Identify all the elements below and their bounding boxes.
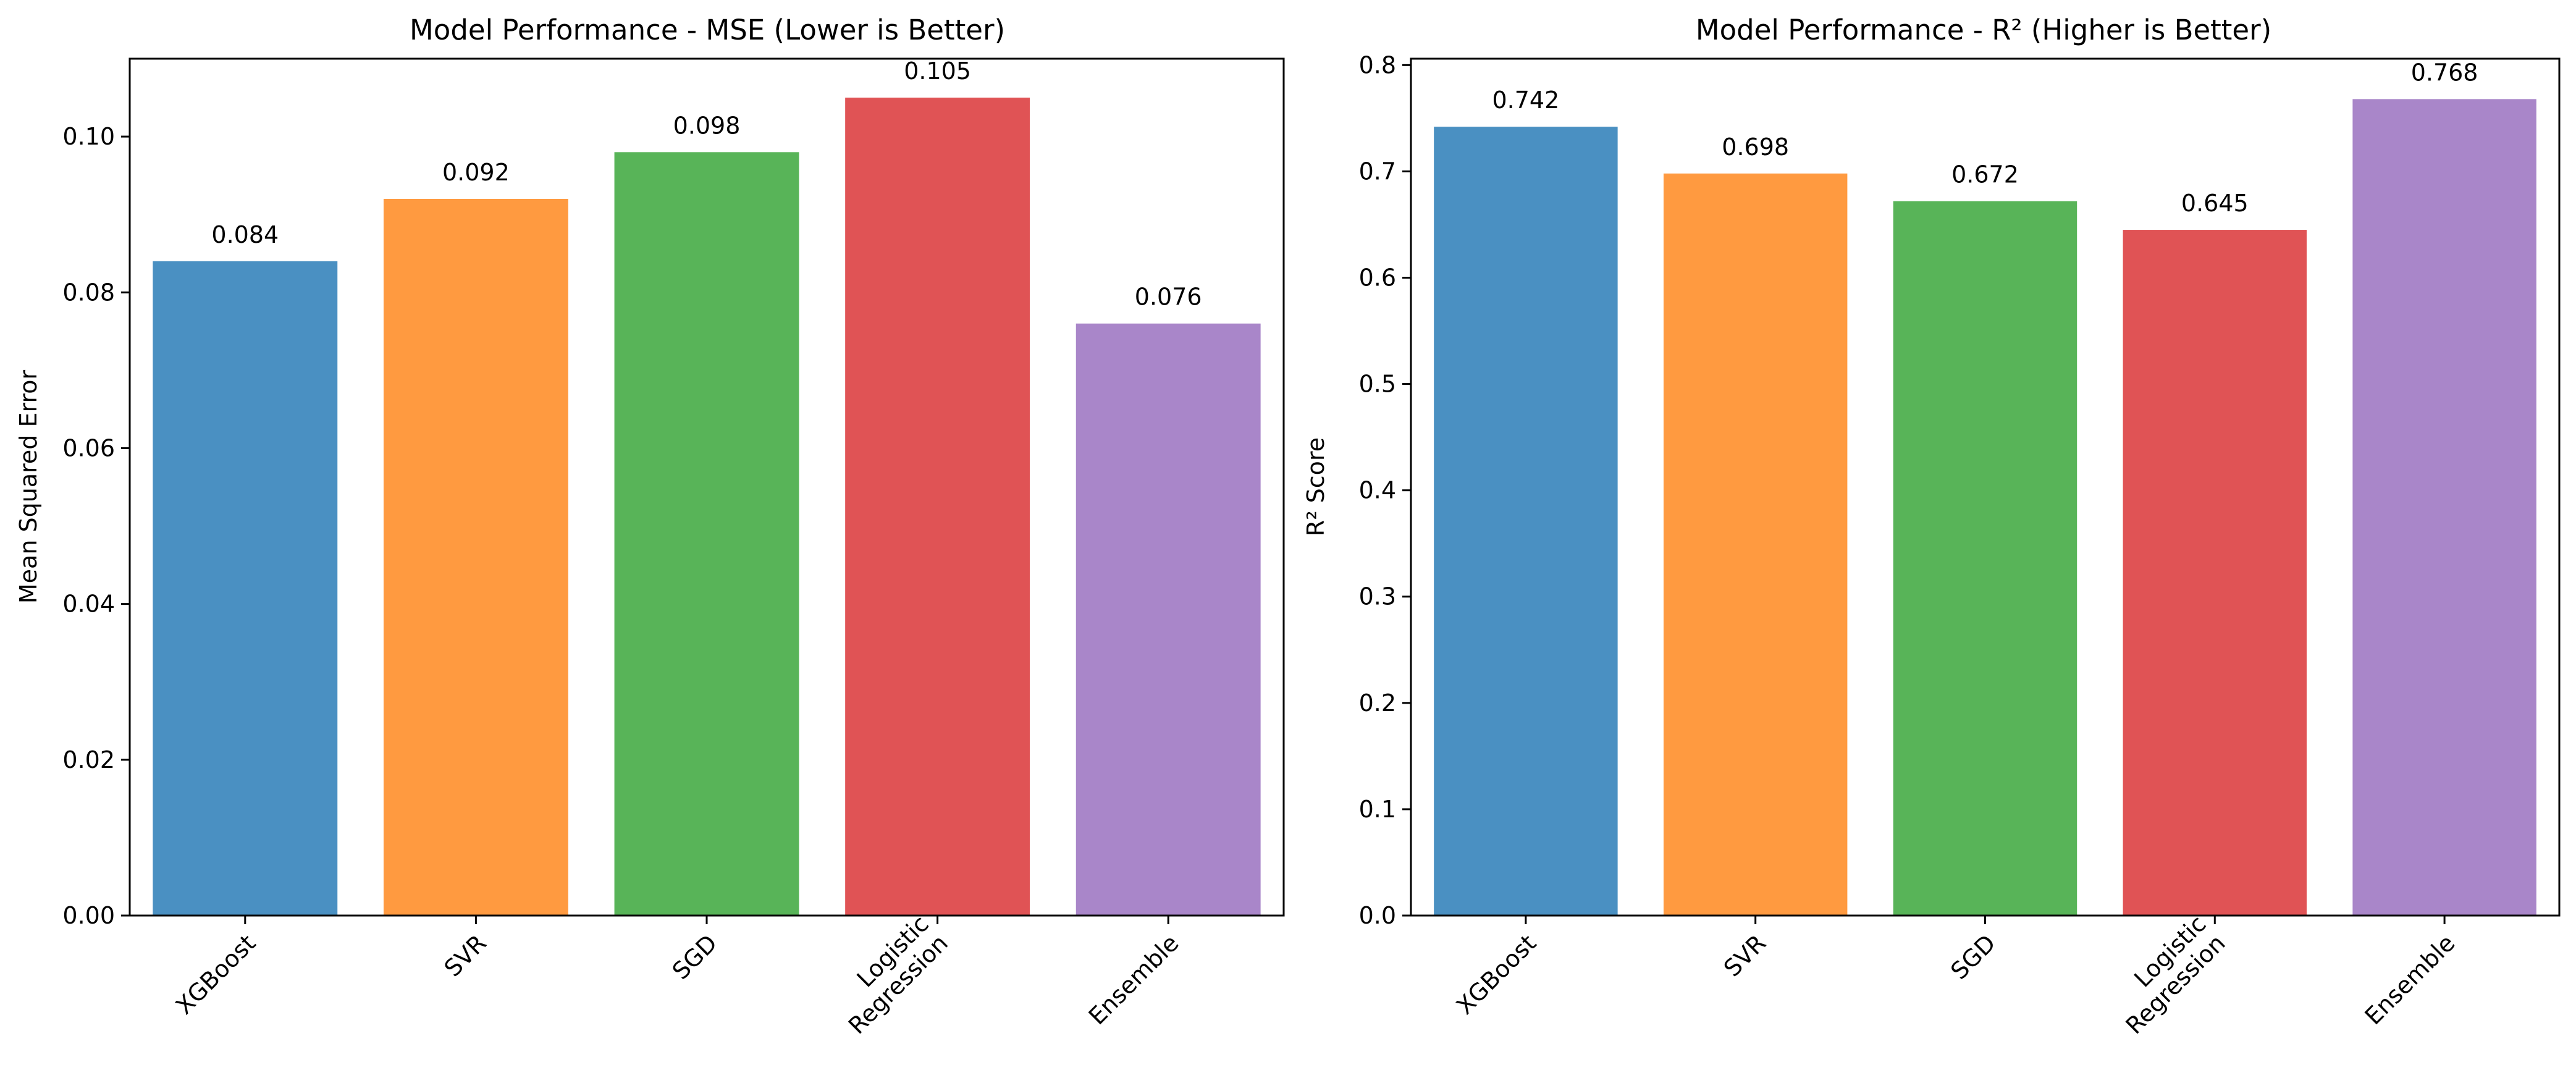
y-tick-label: 0.4 [1359,477,1396,504]
bar [1434,127,1618,916]
plot-area: 0.742 0.698 0.672 0.645 0.768 0.0 0.1 0.2 0.3 0.4… [1359,51,2561,1039]
y-tick-label: 0.6 [1359,264,1396,291]
bar-value-label: 0.092 [442,159,510,186]
axes-frame [1410,57,2561,917]
x-tick-label: XGBoost [170,929,261,1019]
y-tick-label: 0.2 [1359,689,1396,717]
y-tick-label: 0.3 [1359,583,1396,610]
chart-title: Model Performance - MSE (Lower is Better… [410,14,1005,46]
bar [383,198,568,916]
bar [1893,201,2077,916]
bar-value-label: 0.768 [2411,59,2478,86]
x-tick-label: Ensemble [1084,929,1184,1030]
bar [2123,230,2307,916]
bar [614,152,799,916]
x-tick-label: SGD [667,929,723,985]
x-tick-label: SVR [1719,929,1771,982]
bar [1075,323,1261,916]
plot-area: 0.084 0.092 0.098 0.105 0.076 0.00 0.02 0.04 0.0… [62,57,1285,1039]
bar-value-label: 0.672 [1951,161,2019,188]
y-tick-label: 0.8 [1359,51,1396,78]
y-tick-label: 0.0 [1359,902,1396,929]
bar-value-label: 0.698 [1722,133,1789,161]
y-tick-label: 0.10 [62,123,115,150]
r2-chart-panel: Model Performance - R² (Higher is Better… [1302,14,2561,1039]
x-tick-label: SVR [439,929,492,982]
x-tick-label: LogisticRegression [824,910,953,1039]
axes-frame [128,57,1285,917]
y-tick-label: 0.08 [62,279,115,306]
y-tick-label: 0.5 [1359,371,1396,398]
y-tick-label: 0.04 [62,591,115,618]
bar [845,98,1030,916]
x-tick-label: XGBoost [1451,929,1541,1019]
bar [1663,173,1848,916]
x-tick-label: SGD [1945,929,2001,985]
bar [153,261,338,916]
bar [2352,99,2536,916]
bar-value-label: 0.105 [904,57,971,85]
y-tick-label: 0.1 [1359,796,1396,823]
chart-title: Model Performance - R² (Higher is Better… [1696,14,2271,46]
y-tick-label: 0.06 [62,434,115,461]
y-tick-label: 0.00 [62,902,115,929]
y-axis-label: Mean Squared Error [15,370,42,604]
y-tick-label: 0.7 [1359,158,1396,185]
bar-value-label: 0.076 [1135,284,1202,311]
bar-value-label: 0.645 [2181,190,2249,217]
bar-value-label: 0.742 [1492,86,1560,114]
y-axis-label: R² Score [1302,437,1329,536]
bar-value-label: 0.084 [211,221,279,248]
mse-chart-panel: Model Performance - MSE (Lower is Better… [15,14,1285,1039]
y-tick-label: 0.02 [62,746,115,773]
x-tick-label: LogisticRegression [2102,910,2231,1039]
x-tick-label: Ensemble [2360,929,2460,1030]
bar-value-label: 0.098 [673,112,741,139]
